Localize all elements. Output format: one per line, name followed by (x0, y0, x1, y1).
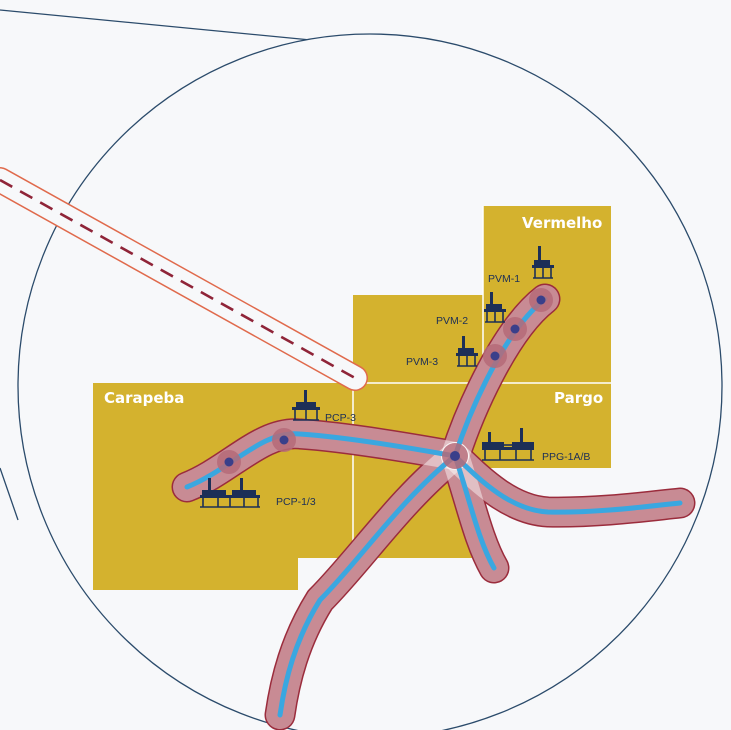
channel-fill (0, 168, 367, 390)
callout-line-left (0, 467, 19, 521)
pipeline-east (452, 453, 683, 515)
node-pcp-3 (272, 428, 296, 452)
field-label-pargo: Pargo (554, 389, 603, 407)
pipeline-south (452, 453, 497, 571)
field-label-vermelho: Vermelho (522, 214, 602, 232)
shipping-channel (0, 167, 368, 391)
pipeline-nodes (217, 288, 553, 474)
pipeline-vermelho (452, 296, 548, 459)
platform-icons (200, 246, 554, 508)
node-pvm-2 (503, 317, 527, 341)
platform-pvm-3-icon (456, 336, 478, 367)
node-pcp-1-3 (217, 450, 241, 474)
platform-label-pcp-1-3: PCP-1/3 (276, 496, 316, 508)
platform-pcp-3-icon (292, 390, 320, 421)
node-hub-ppg (442, 443, 468, 469)
field-label-carapeba: Carapeba (104, 389, 184, 407)
platform-pvm-2-icon (484, 292, 506, 323)
platform-pcp-1-3-icon (200, 478, 260, 508)
platform-label-pvm-1: PVM-1 (488, 273, 520, 285)
platform-label-pcp-3: PCP-3 (325, 412, 356, 424)
node-pvm-3 (483, 344, 507, 368)
platform-label-ppg-1a-b: PPG-1A/B (542, 451, 590, 463)
platform-label-pvm-3: PVM-3 (406, 356, 438, 368)
field-labels: Vermelho Pargo Carapeba (104, 214, 603, 407)
callout-line-top (0, 9, 353, 45)
platform-label-pvm-2: PVM-2 (436, 315, 468, 327)
platform-labels: PVM-1 PVM-2 PVM-3 PCP-3 PCP-1/3 PPG-1A/B (276, 273, 590, 508)
pipeline-southwest (277, 453, 458, 718)
platform-pvm-1-icon (532, 246, 554, 279)
node-pvm-1 (529, 288, 553, 312)
platform-ppg-1a-b-icon (482, 428, 534, 461)
field-block-pargo (483, 383, 611, 468)
